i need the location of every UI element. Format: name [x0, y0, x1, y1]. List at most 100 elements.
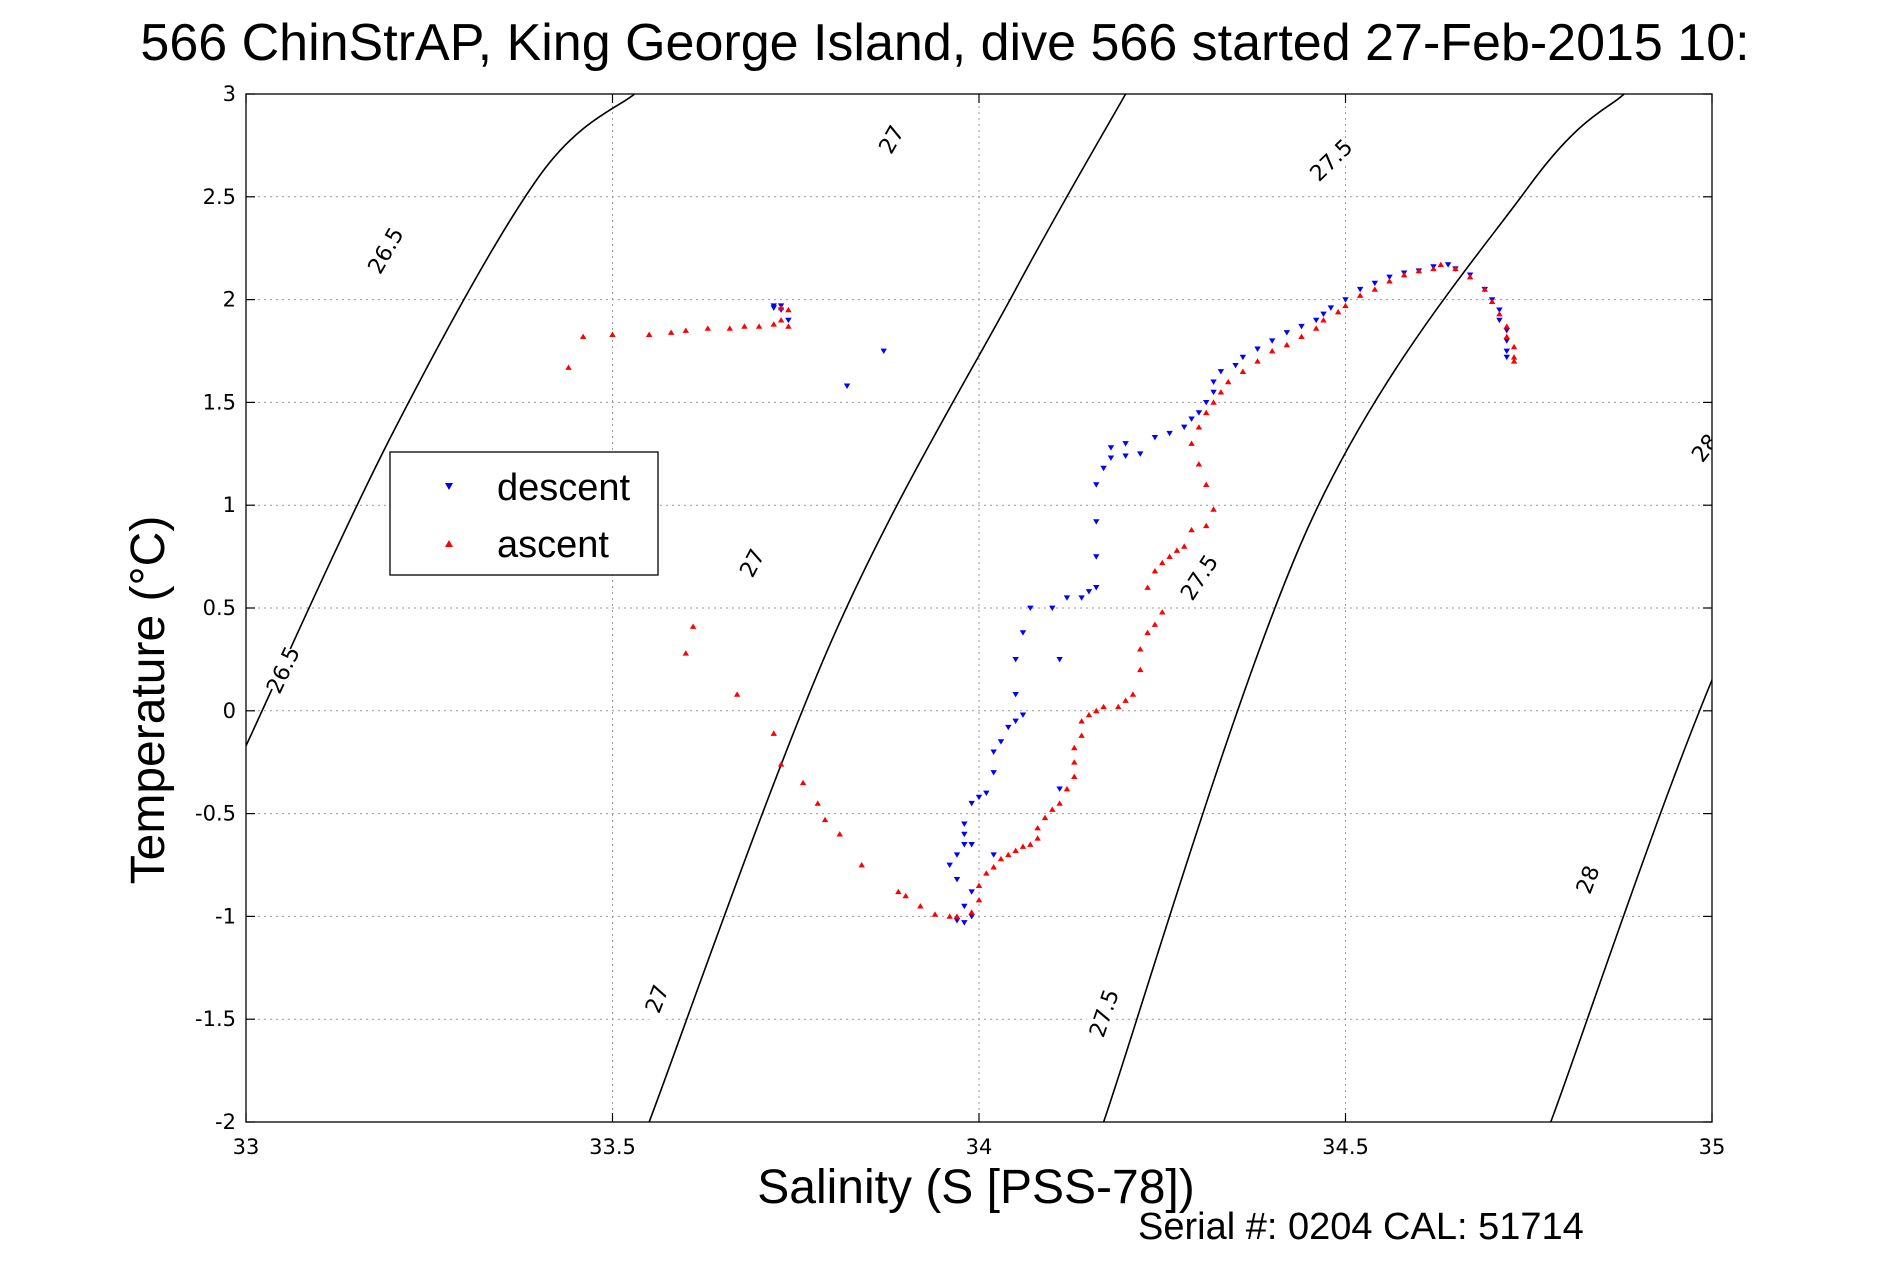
contour-label-bg: [1305, 134, 1357, 186]
ascent-point: [1225, 378, 1232, 385]
contour-label-group: 27.5: [1083, 986, 1125, 1041]
contour-label-group: 28: [1680, 421, 1712, 474]
descent-point: [1312, 317, 1320, 324]
ascent-point: [1386, 278, 1393, 284]
ascent-point: [726, 325, 733, 331]
y-tick-label: 1.5: [203, 390, 236, 414]
ascent-point: [1027, 841, 1034, 847]
descent-point: [968, 914, 975, 920]
ascent-point: [1334, 308, 1342, 315]
descent-point: [1093, 554, 1100, 560]
descent-point: [1181, 424, 1188, 431]
chart-title: 566 ChinStrAP, King George Island, dive …: [140, 14, 1749, 72]
contour-label-bg: [868, 113, 915, 166]
contour-label-bg: [1175, 551, 1223, 604]
ascent-point: [946, 913, 953, 919]
ascent-point: [975, 882, 983, 888]
descent-point: [1188, 416, 1195, 422]
y-tick-label: -1: [215, 904, 236, 928]
series-ascent: [565, 261, 1518, 919]
ascent-point: [1159, 609, 1166, 615]
contour-label-bg: [1680, 421, 1712, 474]
ascent-point: [1137, 666, 1144, 673]
ascent-point: [1195, 424, 1203, 430]
descent-point: [961, 831, 968, 838]
descent-point: [785, 317, 792, 324]
x-axis-label: Salinity (S [PSS-78]): [757, 1161, 1194, 1214]
descent-point: [1100, 465, 1107, 472]
contour-label-bg: [635, 973, 678, 1025]
descent-point: [1093, 482, 1100, 488]
ascent-point: [836, 831, 843, 837]
descent-point: [1049, 605, 1056, 611]
descent-point: [997, 739, 1005, 745]
descent-point: [1056, 786, 1063, 792]
ascent-point: [682, 650, 689, 656]
ascent-point: [1481, 286, 1488, 292]
ascent-point: [1437, 261, 1444, 268]
descent-point: [1217, 369, 1225, 375]
descent-point: [983, 790, 990, 797]
descent-point: [1093, 519, 1100, 525]
y-tick-label: -1.5: [195, 1007, 236, 1031]
ascent-point: [858, 862, 865, 868]
contour-line-27: [648, 94, 1127, 1122]
ascent-point: [1503, 323, 1510, 329]
descent-point: [1386, 274, 1393, 280]
descent-point: [946, 862, 953, 868]
descent-point: [770, 305, 777, 311]
y-axis-label: Temperature (°C): [122, 516, 175, 885]
ascent-point: [1510, 343, 1518, 350]
contour-label-bg: [1566, 853, 1609, 905]
descent-point: [1496, 317, 1503, 324]
descent-point: [1239, 354, 1247, 361]
ascent-point: [1203, 409, 1210, 416]
descent-point: [843, 383, 851, 389]
descent-point: [1444, 262, 1452, 268]
ascent-point: [1188, 526, 1195, 533]
ascent-point: [1034, 835, 1041, 841]
descent-point: [990, 770, 997, 776]
ascent-point: [755, 323, 763, 329]
descent-point: [961, 903, 968, 910]
ascent-point: [975, 896, 983, 903]
y-tick-label: 3: [223, 82, 236, 106]
y-tick-label: 0.5: [203, 596, 236, 620]
y-tick-label: -0.5: [195, 802, 236, 826]
ascent-point: [689, 623, 697, 629]
serial-cal-footer: Serial #: 0204 CAL: 51714: [1138, 1206, 1584, 1248]
descent-point: [1496, 307, 1503, 313]
ascent-point: [1342, 302, 1349, 309]
ascent-point: [1371, 286, 1379, 292]
ascent-point: [902, 892, 909, 899]
ascent-point: [1181, 543, 1188, 549]
descent-point: [953, 852, 961, 858]
descent-point: [880, 348, 887, 354]
ascent-point: [968, 909, 975, 915]
descent-point: [1166, 430, 1173, 437]
ascent-point: [1173, 547, 1181, 553]
ascent-point: [1217, 389, 1225, 395]
y-tick-label: -2: [215, 1110, 236, 1134]
ascent-point: [1283, 341, 1291, 348]
contour-line-27-5: [1102, 94, 1625, 1122]
ascent-point: [1041, 814, 1049, 821]
descent-point: [1320, 311, 1327, 317]
ascent-point: [1510, 354, 1518, 360]
descent-point: [968, 842, 975, 848]
ascent-point: [1466, 273, 1474, 280]
contour-label-group: 28: [1566, 853, 1609, 905]
ascent-point: [1071, 744, 1078, 751]
x-tick-label: 33: [233, 1135, 260, 1159]
descent-point: [1019, 712, 1027, 718]
contour-label-bg: [362, 224, 409, 277]
descent-point: [1371, 280, 1379, 287]
ascent-point: [1063, 785, 1071, 792]
ascent-point: [777, 317, 785, 323]
y-tick-label: 2.5: [203, 185, 236, 209]
descent-point: [1056, 657, 1063, 663]
contour-label-group: 27: [868, 113, 915, 166]
descent-point: [1027, 605, 1034, 611]
ascent-point: [785, 306, 792, 313]
